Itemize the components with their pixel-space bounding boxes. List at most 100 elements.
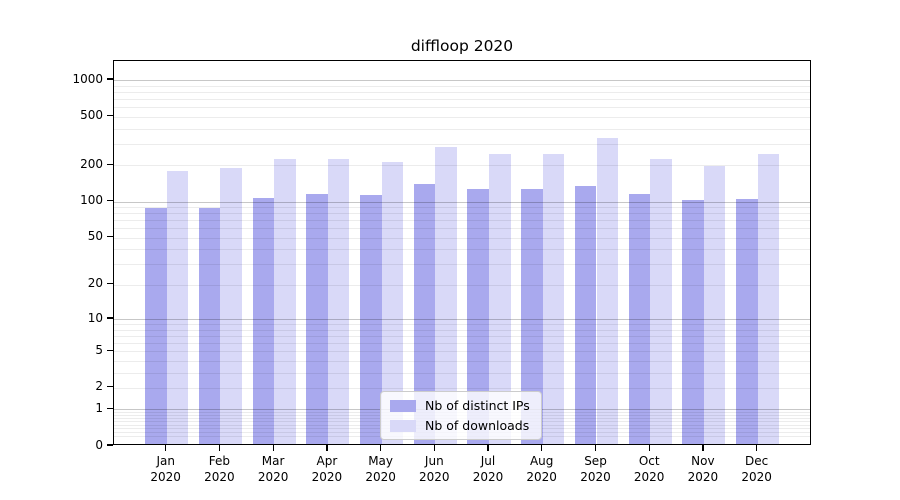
bar-distinct-ips-dec: [736, 199, 758, 444]
x-tick-year: 2020: [365, 470, 396, 484]
legend-label: Nb of distinct IPs: [425, 398, 530, 413]
x-tick-year: 2020: [687, 470, 719, 484]
y-tick-label: 1: [95, 400, 103, 415]
gridline-minor: [114, 98, 810, 100]
y-tick-label: 200: [80, 156, 103, 171]
y-tick-mark: [107, 163, 113, 165]
y-tick-label: 500: [80, 108, 103, 123]
gridline-minor: [114, 335, 810, 337]
x-tick-label-feb: Feb 2020: [187, 453, 251, 485]
y-tick-mark: [107, 349, 113, 351]
legend-swatch-distinct-ips: [390, 399, 416, 412]
x-tick-mark: [218, 445, 221, 451]
legend-row: Nb of distinct IPs: [390, 398, 530, 413]
x-tick-mark: [541, 445, 543, 451]
bar-distinct-ips-jul: [467, 189, 489, 444]
x-tick-mark: [165, 445, 167, 451]
y-tick-mark: [107, 199, 113, 202]
x-tick-label-sep: Sep 2020: [564, 453, 628, 485]
gridline-minor: [114, 207, 810, 209]
x-tick-label-aug: Aug 2020: [510, 453, 574, 485]
y-tick-label: 2: [95, 379, 103, 394]
legend-label: Nb of downloads: [425, 418, 530, 433]
bar-distinct-ips-aug: [521, 188, 543, 444]
bar-distinct-ips-oct: [628, 194, 651, 444]
legend-swatch-downloads: [390, 419, 416, 432]
x-tick-label-nov: Nov 2020: [671, 453, 735, 485]
x-tick-month: Jan: [156, 454, 175, 468]
bar-distinct-ips-jan: [145, 208, 167, 444]
x-tick-month: Jun: [424, 454, 444, 468]
gridline-minor: [114, 387, 810, 389]
gridline-minor: [114, 213, 810, 215]
bar-downloads-jan: [166, 171, 189, 444]
y-tick-label: 100: [80, 193, 103, 207]
x-tick-month: Dec: [744, 454, 769, 468]
x-tick-month: Feb: [208, 454, 231, 468]
gridline-minor: [114, 85, 810, 87]
x-tick-year: 2020: [633, 470, 665, 484]
gridline-minor: [114, 237, 810, 239]
x-tick-label-jul: Jul 2020: [456, 453, 520, 485]
x-tick-year: 2020: [150, 470, 181, 484]
gridline-minor: [114, 249, 810, 251]
x-tick-month: Aug: [529, 454, 554, 468]
gridline-minor: [114, 351, 810, 353]
y-tick-mark: [107, 317, 113, 319]
x-tick-month: Oct: [638, 454, 660, 468]
x-tick-year: 2020: [257, 470, 289, 484]
bar-downloads-aug: [542, 153, 565, 444]
y-tick-mark: [107, 444, 113, 446]
bar-distinct-ips-jun: [413, 183, 436, 444]
x-tick-year: 2020: [472, 470, 504, 484]
y-tick-mark: [107, 78, 113, 80]
gridline-minor: [114, 143, 810, 145]
x-tick-year: 2020: [311, 470, 343, 484]
bar-downloads-mar: [274, 158, 296, 444]
gridline-minor: [114, 91, 810, 93]
legend-row: Nb of downloads: [390, 418, 530, 433]
x-tick-mark: [326, 445, 328, 451]
bar-downloads-jun: [435, 146, 457, 444]
legend: Nb of distinct IPs Nb of downloads: [380, 391, 542, 440]
y-tick-mark: [107, 115, 113, 117]
x-tick-mark: [756, 445, 758, 451]
y-tick-label: 5: [95, 342, 103, 357]
bar-downloads-apr: [327, 159, 350, 444]
gridline-minor: [114, 107, 810, 109]
gridline-minor: [114, 116, 810, 118]
y-tick-mark: [107, 283, 113, 285]
gridline-major: [114, 80, 810, 81]
y-tick-label: 10: [87, 310, 103, 325]
x-tick-mark: [702, 445, 704, 451]
y-tick-label: 1000: [72, 71, 103, 86]
bar-distinct-ips-sep: [574, 186, 597, 444]
bar-distinct-ips-feb: [198, 208, 221, 444]
x-tick-month: Sep: [584, 454, 607, 468]
x-tick-mark: [272, 445, 274, 451]
x-tick-month: May: [368, 454, 393, 468]
x-tick-mark: [487, 445, 489, 451]
gridline-minor: [114, 372, 810, 374]
gridline-minor: [114, 228, 810, 230]
bar-distinct-ips-nov: [682, 199, 704, 444]
gridline-major: [114, 319, 810, 320]
x-tick-label-oct: Oct 2020: [617, 453, 681, 485]
x-tick-month: Mar: [261, 454, 285, 468]
x-tick-year: 2020: [580, 470, 611, 484]
gridline-minor: [114, 284, 810, 286]
y-tick-label: 0: [95, 437, 103, 452]
x-tick-year: 2020: [741, 470, 772, 484]
gridline-minor: [114, 220, 810, 222]
x-tick-label-jun: Jun 2020: [402, 453, 466, 485]
bar-distinct-ips-apr: [306, 194, 328, 444]
chart-title: diffloop 2020: [410, 37, 514, 55]
gridline-minor: [114, 360, 810, 362]
bar-downloads-oct: [650, 158, 672, 444]
bar-downloads-may: [381, 161, 404, 444]
x-tick-mark: [433, 445, 435, 451]
bar-downloads-jul: [489, 153, 511, 444]
x-tick-label-may: May 2020: [349, 453, 413, 485]
bar-downloads-nov: [703, 165, 726, 444]
